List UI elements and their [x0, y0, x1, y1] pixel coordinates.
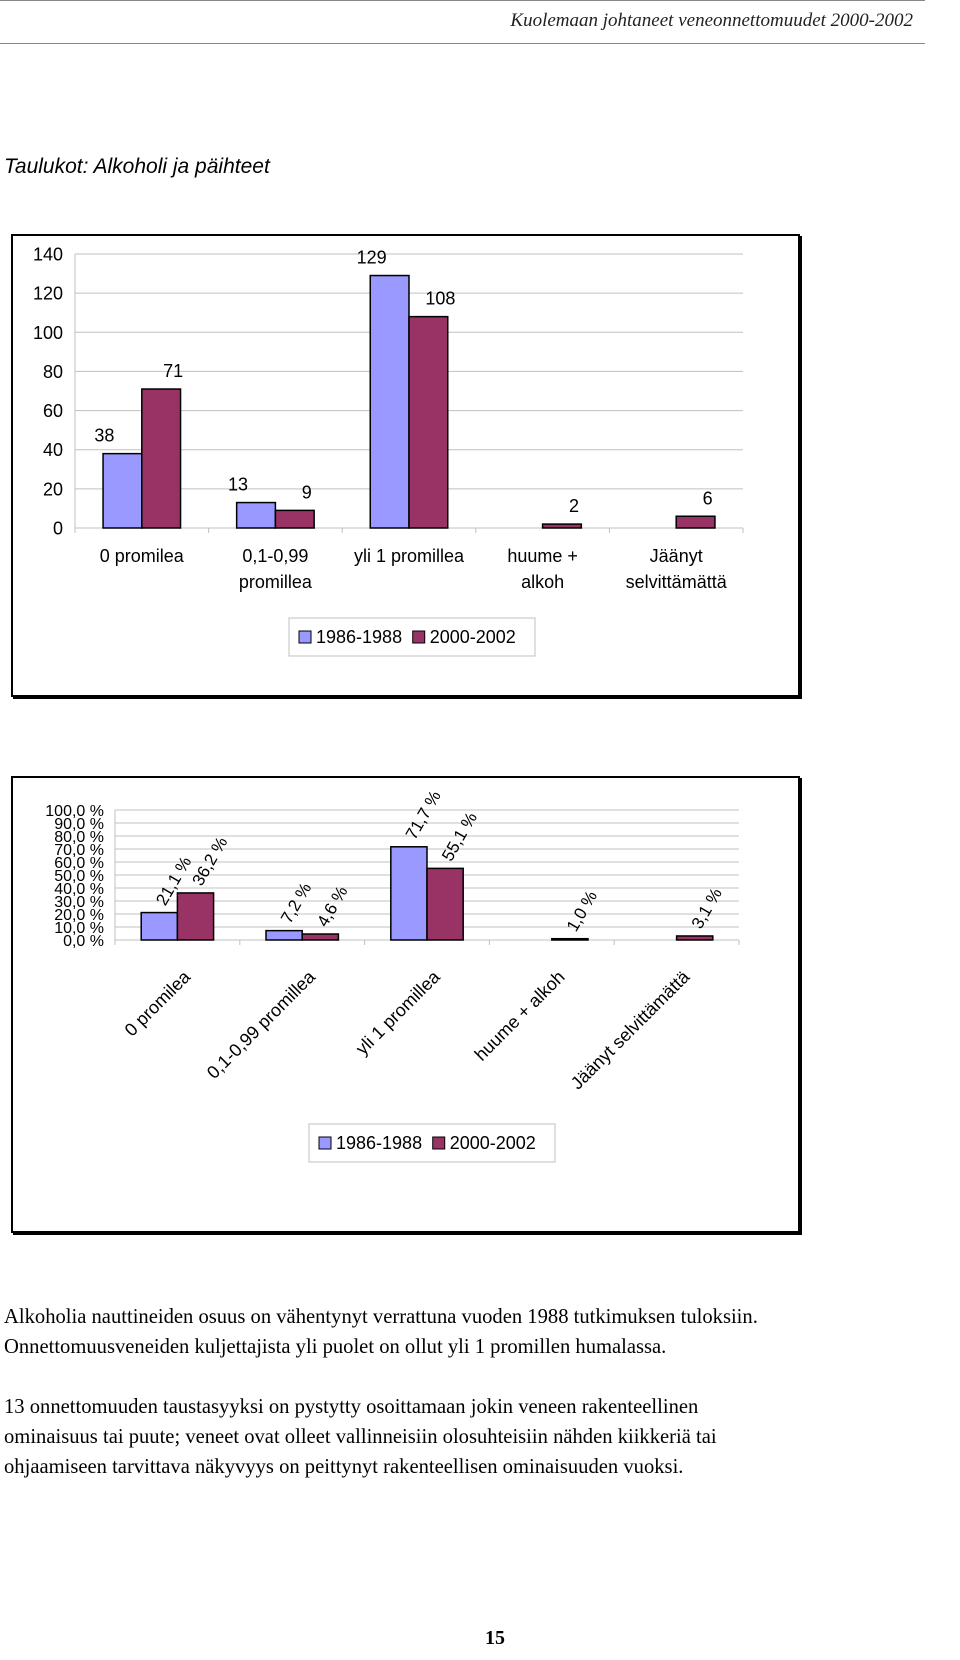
bar — [426, 867, 464, 941]
x-category-label: 0,1-0,99 — [242, 546, 308, 566]
y-tick-label: 100 — [33, 323, 63, 343]
x-category-label: promillea — [239, 572, 313, 592]
y-tick-label: 0 — [53, 518, 63, 538]
x-category-label: selvittämättä — [626, 572, 728, 592]
header-title: Kuolemaan johtaneet veneonnettomuudet 20… — [510, 10, 913, 31]
x-category-label: huume + — [507, 546, 578, 566]
data-label: 108 — [425, 289, 455, 309]
bar — [408, 315, 449, 529]
data-label: 7,2 % — [277, 879, 315, 926]
data-label: 71,7 % — [402, 787, 445, 842]
data-label: 13 — [228, 475, 248, 495]
count-chart-svg: 0 20 40 60 80 100 120 140 38 71 0 promilea 13 9 0,1-0… — [33, 244, 744, 657]
bar — [551, 937, 589, 941]
bar — [369, 274, 410, 529]
y-tick-label: 10,0 % — [54, 920, 104, 937]
data-label: 129 — [357, 248, 387, 268]
legend-label: 2000-2002 — [430, 627, 516, 647]
page-header: Kuolemaan johtaneet veneonnettomuudet 20… — [0, 0, 925, 44]
section-title: Taulukot: Alkoholi ja päihteet — [4, 155, 270, 178]
data-label: 2 — [569, 496, 579, 516]
legend-swatch — [318, 1136, 332, 1150]
x-category-label: alkoh — [521, 572, 564, 592]
x-category-label: 0 promilea — [100, 546, 185, 566]
y-tick-label: 40,0 % — [54, 881, 104, 898]
y-tick-label: 50,0 % — [54, 868, 104, 885]
paragraph-1: Alkoholia nauttineiden osuus on vähentyn… — [4, 1302, 954, 1362]
paragraph-line: 13 onnettomuuden taustasyyksi on pystytt… — [4, 1396, 699, 1418]
legend-swatch — [432, 1136, 446, 1150]
y-tick-label: 80 — [43, 362, 63, 382]
x-category-label: huume + alkoh — [471, 967, 569, 1065]
x-category-label: Jäänyt — [650, 546, 703, 566]
data-label: 4,6 % — [313, 883, 351, 930]
y-tick-label: 80,0 % — [54, 829, 104, 846]
data-label: 38 — [94, 426, 114, 446]
paragraph-2: 13 onnettomuuden taustasyyksi on pystytt… — [4, 1392, 954, 1482]
y-tick-label: 100,0 % — [45, 803, 104, 820]
data-label: 36,2 % — [189, 834, 232, 889]
bar — [301, 933, 340, 941]
x-category-label: yli 1 promillea — [352, 966, 445, 1059]
x-category-label: 0 promilea — [121, 966, 195, 1040]
y-tick-label: 30,0 % — [54, 894, 104, 911]
bar — [675, 935, 714, 941]
y-tick-label: 90,0 % — [54, 816, 104, 833]
y-tick-label: 20 — [43, 479, 63, 499]
bar — [140, 911, 179, 941]
bar — [265, 929, 303, 941]
y-tick-label: 40 — [43, 440, 63, 460]
data-label: 9 — [302, 482, 312, 502]
paragraph-line: Onnettomuusveneiden kuljettajista yli pu… — [4, 1336, 667, 1358]
paragraph-line: Alkoholia nauttineiden osuus on vähentyn… — [4, 1306, 758, 1328]
x-category-label: yli 1 promillea — [354, 546, 465, 566]
y-tick-label: 60,0 % — [54, 855, 104, 872]
x-category-label: 0,1-0,99 promillea — [203, 966, 320, 1083]
page-number: 15 — [485, 1627, 505, 1649]
y-tick-label: 60 — [43, 401, 63, 421]
x-category-label: Jäänyt selvittämättä — [567, 966, 694, 1093]
y-tick-label: 20,0 % — [54, 907, 104, 924]
data-label: 3,1 % — [688, 885, 726, 932]
bar — [141, 388, 182, 529]
data-label: 6 — [703, 488, 713, 508]
bar — [274, 509, 315, 529]
y-tick-label: 120 — [33, 284, 63, 304]
bar — [390, 846, 428, 941]
bar — [235, 501, 277, 529]
bar — [176, 892, 215, 941]
data-label: 1,0 % — [563, 888, 601, 935]
y-tick-label: 70,0 % — [54, 842, 104, 859]
legend-label: 1986-1988 — [316, 627, 402, 647]
data-label: 55,1 % — [438, 809, 481, 864]
legend-swatch — [298, 630, 312, 644]
data-label: 71 — [163, 361, 183, 381]
count-chart: 0 20 40 60 80 100 120 140 38 71 0 promilea 13 9 0,1-0… — [11, 234, 800, 697]
y-tick-label: 140 — [33, 244, 63, 264]
legend-label: 1986-1988 — [336, 1133, 422, 1153]
percent-chart-svg: 0,0 %10,0 %20,0 %30,0 %40,0 %50,0 %60,0 … — [45, 787, 740, 1163]
paragraph-line: ominaisuus tai puute; veneet ovat olleet… — [4, 1426, 717, 1448]
legend-label: 2000-2002 — [450, 1133, 536, 1153]
bar — [675, 515, 716, 529]
legend-swatch — [412, 630, 426, 644]
bar — [102, 452, 143, 529]
y-tick-label: 0,0 % — [63, 933, 104, 950]
paragraph-line: ohjaamiseen tarvittava näkyvyys on peitt… — [4, 1456, 684, 1478]
legend-box — [288, 617, 536, 657]
percent-chart: 0,0 % 10,0 % 20,0 % 30,0 % 40,0 % 50,0 % 60,0 … — [11, 776, 800, 1233]
bar — [541, 523, 583, 529]
legend-box — [308, 1123, 556, 1163]
